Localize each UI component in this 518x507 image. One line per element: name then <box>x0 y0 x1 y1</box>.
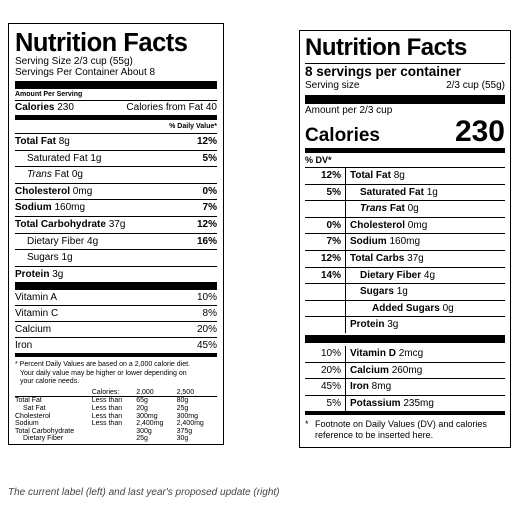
nutrient-row-trans-fat: Trans Fat 0g <box>305 200 505 217</box>
table-header-row: Calories: 2,000 2,500 <box>15 388 217 398</box>
amount-per: Amount per 2/3 cup <box>305 105 393 116</box>
thick-divider <box>15 282 217 291</box>
nutrient-row-sodium: 7% Sodium 160mg <box>305 233 505 250</box>
serving-size: Serving Size 2/3 cup (55g) <box>15 56 133 67</box>
medium-divider <box>305 148 505 153</box>
dv-footnote: * Footnote on Daily Values (DV) and calo… <box>305 419 487 441</box>
thick-divider <box>305 95 505 104</box>
vitamin-row-iron: Iron 45% <box>15 337 217 353</box>
nutrient-row-added-sugars: Added Sugars 0g <box>305 299 505 317</box>
nutrient-row-total-carbs: 12% Total Carbs 37g <box>305 249 505 267</box>
thick-divider <box>15 81 217 89</box>
image-caption: The current label (left) and last year's… <box>8 487 280 498</box>
vitamin-row-potassium: 5% Potassium 235mg <box>305 394 505 412</box>
label-title: Nutrition Facts <box>15 29 188 57</box>
serving-size-label: Serving size <box>305 80 360 91</box>
nutrient-row-cholesterol: Cholesterol 0mg 0% <box>15 182 217 200</box>
nutrient-row-sugars: Sugars 1g <box>15 249 217 266</box>
current-nutrition-label: Nutrition Facts Serving Size 2/3 cup (55… <box>8 23 224 445</box>
calories-row: Calories 230 Calories from Fat 40 <box>15 100 217 115</box>
daily-value-table: Calories: 2,000 2,500 Total Fat Less tha… <box>15 388 217 443</box>
dv-header: % DV* <box>305 155 332 165</box>
nutrient-row-sodium: Sodium 160mg 7% <box>15 199 217 216</box>
nutrient-row-total-carbohydrate: Total Carbohydrate 37g 12% <box>15 215 217 233</box>
nutrient-row-trans-fat: Trans Fat 0g <box>15 166 217 183</box>
calories-value: 230 <box>57 102 74 113</box>
nutrient-row-protein: Protein 3g <box>15 265 217 283</box>
nutrient-row-protein: Protein 3g <box>305 316 505 333</box>
pct-daily-value-header: % Daily Value* <box>169 123 217 130</box>
nutrient-row-cholesterol: 0% Cholesterol 0mg <box>305 216 505 234</box>
nutrient-row-saturated-fat: Saturated Fat 1g 5% <box>15 149 217 167</box>
table-row: Sat Fat Less than 20g 25g <box>23 405 189 413</box>
amount-per-serving: Amount Per Serving <box>15 91 83 98</box>
medium-divider <box>305 411 505 416</box>
calories-label: Calories <box>305 125 380 146</box>
thick-divider <box>305 334 505 343</box>
servings-per-container: 8 servings per container <box>305 64 462 79</box>
proposed-nutrition-label: Nutrition Facts 8 servings per container… <box>299 30 511 448</box>
daily-value-footnote: * Percent Daily Values are based on a 2,… <box>15 361 190 386</box>
label-title: Nutrition Facts <box>305 34 467 61</box>
medium-divider <box>15 115 217 120</box>
nutrient-row-dietary-fiber: Dietary Fiber 4g 16% <box>15 232 217 250</box>
nutrient-row-sugars: Sugars 1g <box>305 283 505 300</box>
table-row: Total Fat Less than 65g 80g <box>15 397 189 405</box>
table-row: Dietary Fiber 25g 30g <box>23 435 189 443</box>
vitamin-row-d: 10% Vitamin D 2mcg <box>305 345 505 362</box>
table-row: Total Carbohydrate 300g 375g <box>15 427 193 435</box>
vitamin-row-c: Vitamin C 8% <box>15 305 217 321</box>
table-row: Cholesterol Less than 300mg 300mg <box>15 412 198 420</box>
serving-size-row: Serving size 2/3 cup (55g) <box>305 80 505 92</box>
serving-size-value: 2/3 cup (55g) <box>446 80 505 91</box>
calories-from-fat: Calories from Fat 40 <box>126 102 217 113</box>
vitamin-row-a: Vitamin A 10% <box>15 292 217 304</box>
nutrient-row-dietary-fiber: 14% Dietary Fiber 4g <box>305 266 505 284</box>
vitamin-row-iron: 45% Iron 8mg <box>305 378 505 395</box>
table-row: Sodium Less than 2,400mg 2,400mg <box>15 420 204 428</box>
calories-value: 230 <box>454 115 505 148</box>
nutrient-row-total-fat: Total Fat 8g 12% <box>15 133 217 150</box>
calories-row: Calories 230 <box>305 115 505 148</box>
vitamin-row-calcium: Calcium 20% <box>15 321 217 337</box>
calories-label: Calories <box>15 102 55 113</box>
nutrient-row-total-fat: 12% Total Fat 8g <box>305 167 505 184</box>
servings-per-container: Servings Per Container About 8 <box>15 67 156 78</box>
medium-divider <box>15 353 217 358</box>
nutrient-row-saturated-fat: 5% Saturated Fat 1g <box>305 183 505 201</box>
vitamin-row-calcium: 20% Calcium 260mg <box>305 361 505 379</box>
